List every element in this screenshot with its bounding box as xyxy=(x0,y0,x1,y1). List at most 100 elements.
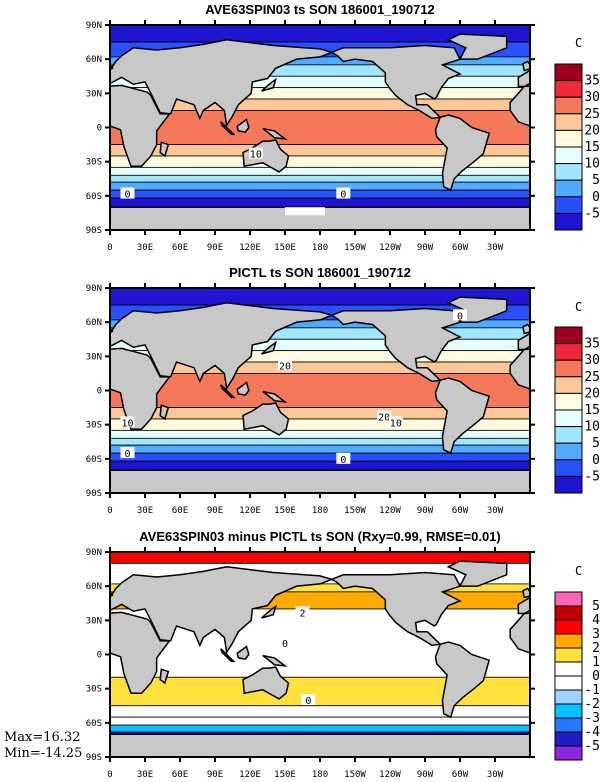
lon-tick-label: 150W xyxy=(344,506,366,516)
colorbar-box xyxy=(554,605,583,621)
lon-tick-label: 0 xyxy=(107,243,112,253)
colorbar-label: 5 xyxy=(592,436,600,451)
colorbar-box xyxy=(554,196,583,214)
land-australia xyxy=(242,666,290,700)
lon-tick-label: 150E xyxy=(274,770,296,780)
lat-tick-label: 0 xyxy=(97,124,102,134)
lat-tick-label: 90N xyxy=(86,548,102,558)
land-japan xyxy=(261,77,277,92)
lon-tick-label: 90W xyxy=(417,770,434,780)
contour-label: 0 xyxy=(305,696,311,707)
colorbar-label: -5 xyxy=(584,469,600,484)
land-madagascar xyxy=(159,141,170,158)
colorbar-label: 25 xyxy=(584,370,600,385)
lon-tick-label: 120W xyxy=(379,770,401,780)
colorbar-label: 0 xyxy=(592,669,600,684)
colorbar-label: 0 xyxy=(592,453,600,468)
colorbar-box xyxy=(554,459,583,477)
colorbar-label: 25 xyxy=(584,107,600,122)
lon-tick-label: 120E xyxy=(239,506,261,516)
colorbar-box xyxy=(554,442,583,461)
lon-tick-label: 60W xyxy=(452,506,469,516)
colorbar-box xyxy=(554,633,583,649)
lat-tick-label: 30N xyxy=(86,616,102,626)
lat-tick-label: 30S xyxy=(86,158,102,168)
lon-tick-label: 90W xyxy=(417,243,434,253)
colorbar-box xyxy=(554,409,583,428)
lon-tick-label: 90E xyxy=(207,770,223,780)
lat-tick-label: 60N xyxy=(86,55,102,65)
contour-label: 2 xyxy=(299,608,305,619)
lon-tick-label: 60E xyxy=(172,243,188,253)
lon-tick-label: 30E xyxy=(137,770,153,780)
colorbar-box xyxy=(554,731,583,747)
colorbar-box xyxy=(554,96,583,115)
colorbar-label: -4 xyxy=(584,725,600,740)
land-australia xyxy=(242,402,290,436)
ice-patch xyxy=(285,207,325,216)
land-borneo xyxy=(236,645,250,660)
land-greenland xyxy=(446,33,508,60)
land-namerica xyxy=(329,571,462,647)
colorbar-label: 2 xyxy=(592,641,600,656)
land-samerica xyxy=(434,114,491,192)
land-antarctica xyxy=(110,206,530,230)
colorbar-box xyxy=(554,163,583,181)
lat-tick-label: 60S xyxy=(86,719,102,729)
contour-label: 20 xyxy=(378,413,390,424)
lon-tick-label: 0 xyxy=(107,506,112,516)
lon-tick-label: 30W xyxy=(487,243,504,253)
lon-tick-label: 120E xyxy=(239,770,261,780)
lon-tick-label: 120W xyxy=(379,243,401,253)
contour-band xyxy=(110,444,530,454)
map-panel-3: 2 0 0 90N 60N 30N 0 30S 60S 90S 0 30E 60E 90E 120E 150E… xyxy=(86,547,600,780)
colorbar-label: 35 xyxy=(584,74,600,89)
land-africa xyxy=(509,612,530,654)
land-eurasia xyxy=(517,69,530,88)
land-antarctica xyxy=(110,733,530,757)
lon-tick-label: 30E xyxy=(137,243,153,253)
colorbar-box xyxy=(554,647,583,663)
contour-label: 10 xyxy=(250,150,262,161)
colorbar-label: 15 xyxy=(584,403,600,418)
colorbar-box xyxy=(554,745,583,761)
max-value: Max=16.32 xyxy=(4,730,81,745)
lon-tick-label: 60W xyxy=(452,243,469,253)
colorbar-box xyxy=(554,326,583,345)
land-africa xyxy=(509,85,530,127)
colorbar-label: 4 xyxy=(592,613,600,628)
contour-band xyxy=(110,716,530,726)
lat-tick-label: 90S xyxy=(86,753,102,763)
colorbar-box xyxy=(554,63,583,82)
contour-band xyxy=(110,181,530,191)
contour-band xyxy=(110,197,530,208)
land-samerica xyxy=(434,377,491,455)
contour-band xyxy=(110,724,530,733)
colorbar-label: -5 xyxy=(584,739,600,754)
land-antarctica xyxy=(110,469,530,493)
lon-tick-label: 60E xyxy=(172,770,188,780)
lon-tick-label: 120W xyxy=(379,506,401,516)
lon-tick-label: 120E xyxy=(239,243,261,253)
land-madagascar xyxy=(159,404,170,421)
colorbar-box xyxy=(554,689,583,705)
colorbar-unit-2: C xyxy=(575,300,583,314)
colorbar-label: 10 xyxy=(584,420,600,435)
colorbar-unit-3: C xyxy=(575,564,583,578)
colorbar-box xyxy=(554,717,583,733)
contour-band xyxy=(110,452,530,462)
lon-tick-label: 30E xyxy=(137,506,153,516)
land-africa xyxy=(110,611,172,694)
colorbar-box xyxy=(554,426,583,444)
land-newguinea xyxy=(262,390,288,403)
land-madagascar xyxy=(159,668,170,685)
land-sumatra xyxy=(220,648,236,663)
colorbar-label: 15 xyxy=(584,140,600,155)
colorbar-label: -2 xyxy=(584,697,600,712)
contour-label: 10 xyxy=(121,418,133,429)
colorbar-box xyxy=(554,80,583,98)
lon-tick-label: 60E xyxy=(172,506,188,516)
lat-tick-label: 90S xyxy=(86,226,102,236)
land-japan xyxy=(261,604,277,619)
